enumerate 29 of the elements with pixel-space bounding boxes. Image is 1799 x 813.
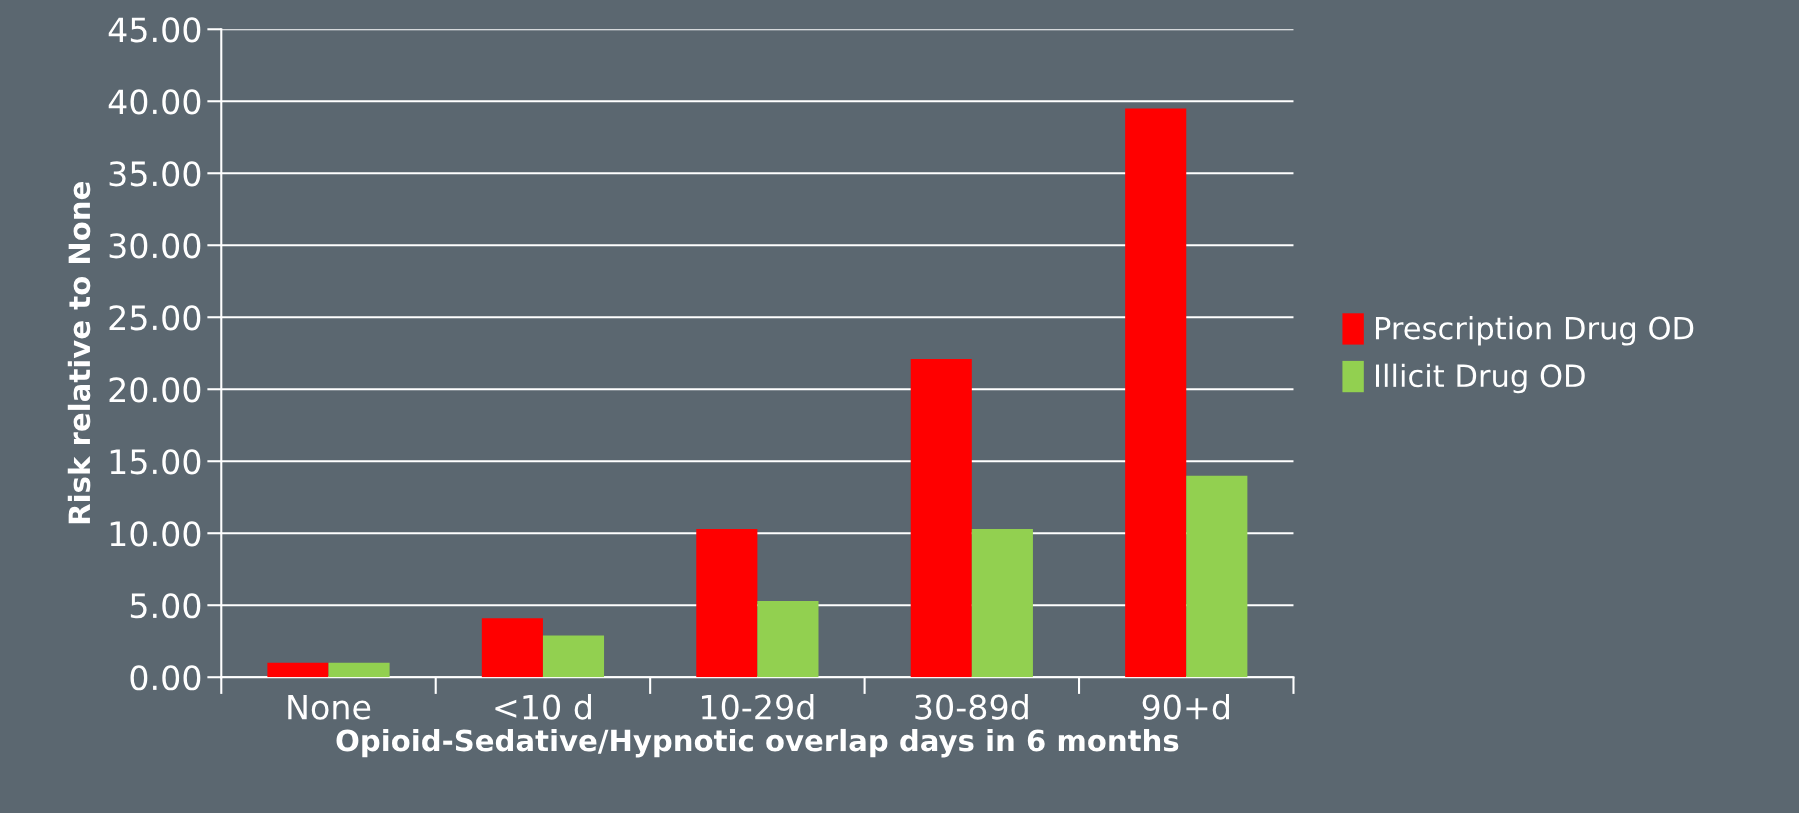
bar xyxy=(971,528,1033,678)
y-tick-label: 0.00 xyxy=(130,665,201,691)
y-tick-label: 5.00 xyxy=(130,593,201,619)
bar xyxy=(910,359,972,678)
y-tick-label: 30.00 xyxy=(109,233,201,259)
y-tick-label: 40.00 xyxy=(108,89,201,115)
x-tick-label: 10-29d xyxy=(702,693,814,720)
bar xyxy=(267,662,329,678)
x-axis-title: Opioid-Sedative/Hypnotic overlap days in 6 months xyxy=(336,728,1179,758)
x-tick-label: None xyxy=(288,694,371,720)
legend-label: Prescription Drug OD xyxy=(1375,316,1694,346)
y-tick-label: 15.00 xyxy=(110,449,201,475)
bar xyxy=(1125,108,1187,678)
x-tick-label: 30-89d xyxy=(915,693,1028,720)
bar xyxy=(696,528,758,678)
bar xyxy=(481,618,543,678)
y-axis-title: Risk relative to None xyxy=(67,182,91,524)
bar xyxy=(757,600,819,678)
bar xyxy=(542,635,605,678)
y-tick-label: 25.00 xyxy=(109,305,201,331)
y-tick-label: 45.00 xyxy=(108,17,201,43)
x-tick-label: <10 d xyxy=(495,693,591,720)
bar xyxy=(1186,475,1248,678)
bar xyxy=(328,662,390,678)
y-tick-label: 20.00 xyxy=(109,377,201,403)
y-tick-label: 35.00 xyxy=(109,161,201,187)
legend-label: Illicit Drug OD xyxy=(1375,363,1585,394)
x-tick-label: 90+d xyxy=(1142,693,1229,720)
y-tick-label: 10.00 xyxy=(110,521,201,547)
